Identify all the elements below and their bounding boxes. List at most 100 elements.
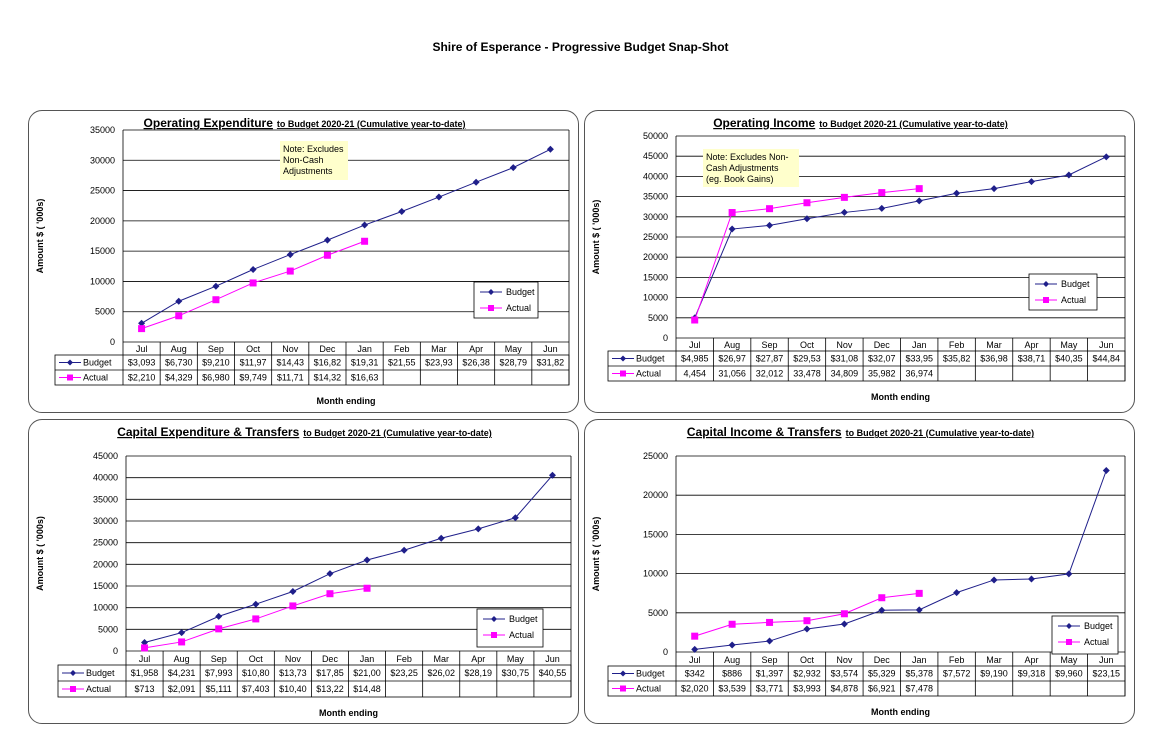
table-cell: $9,749 xyxy=(239,373,267,383)
data-point-budget xyxy=(326,570,334,578)
data-point-actual xyxy=(138,325,146,333)
table-row-header: Actual xyxy=(636,369,661,379)
y-tick-label: 15000 xyxy=(93,581,118,591)
x-tick-label: Oct xyxy=(246,344,261,354)
x-tick-label: Mar xyxy=(986,655,1002,665)
y-tick-label: 15000 xyxy=(643,272,668,282)
table-cell: $26,02 xyxy=(427,668,455,678)
table-cell: $21,00 xyxy=(353,668,381,678)
x-tick-label: Jan xyxy=(912,655,927,665)
chart-svg: Operating Expenditure to Budget 2020-21 (… xyxy=(35,116,570,406)
table-key-marker xyxy=(67,374,73,381)
x-axis-label: Month ending xyxy=(319,708,378,718)
table-row-header: Actual xyxy=(83,373,108,383)
y-tick-label: 25000 xyxy=(90,186,115,196)
chart-title-suffix: to Budget 2020-21 (Cumulative year-to-da… xyxy=(277,119,466,129)
legend-marker xyxy=(488,289,494,295)
table-cell: $9,960 xyxy=(1055,669,1083,679)
legend-label: Actual xyxy=(1084,637,1109,647)
table-cell: $40,35 xyxy=(1055,354,1083,364)
chart-title-suffix: to Budget 2020-21 (Cumulative year-to-da… xyxy=(819,119,1008,129)
legend-marker xyxy=(1066,623,1072,629)
data-point-budget xyxy=(990,576,998,584)
table-cell: $35,82 xyxy=(943,354,971,364)
x-tick-label: Aug xyxy=(724,655,740,665)
data-point-budget xyxy=(990,185,998,193)
x-tick-label: Jul xyxy=(689,655,701,665)
legend-marker xyxy=(488,305,494,311)
data-point-budget xyxy=(286,251,294,259)
table-cell: $19,31 xyxy=(351,358,379,368)
data-point-budget xyxy=(1065,171,1073,179)
chart-title-main: Capital Income & Transfers xyxy=(687,425,842,439)
y-tick-label: 5000 xyxy=(95,307,115,317)
table-cell: $713 xyxy=(135,684,155,694)
table-cell: $29,53 xyxy=(793,354,821,364)
chart-title-main: Capital Expenditure & Transfers xyxy=(117,425,299,439)
y-tick-label: 10000 xyxy=(643,569,668,579)
table-cell: $4,231 xyxy=(168,668,196,678)
y-axis-label: Amount $ ( '000s) xyxy=(591,517,601,592)
data-point-budget xyxy=(840,620,848,628)
chart-panel-capital-income: Capital Income & Transfers to Budget 2020… xyxy=(584,419,1135,724)
table-key-marker xyxy=(620,685,626,692)
table-cell: $13,73 xyxy=(279,668,307,678)
data-point-budget xyxy=(472,178,480,186)
data-point-budget xyxy=(1065,570,1073,578)
table-cell: 33,478 xyxy=(793,369,821,379)
data-point-actual xyxy=(915,185,923,193)
table-cell: $28,79 xyxy=(499,358,527,368)
legend-marker xyxy=(491,616,497,622)
x-tick-label: Dec xyxy=(319,344,336,354)
y-tick-label: 50000 xyxy=(643,131,668,141)
x-axis-label: Month ending xyxy=(317,396,376,406)
table-cell: 34,809 xyxy=(831,369,859,379)
data-point-budget xyxy=(728,225,736,233)
y-tick-label: 25000 xyxy=(93,538,118,548)
chart-title-suffix: to Budget 2020-21 (Cumulative year-to-da… xyxy=(303,428,492,438)
data-point-budget xyxy=(1102,467,1110,475)
data-point-actual xyxy=(363,584,371,592)
data-point-budget xyxy=(212,282,220,290)
x-tick-label: Mar xyxy=(431,344,447,354)
data-point-actual xyxy=(878,189,886,197)
table-cell: $7,572 xyxy=(943,669,971,679)
data-point-budget xyxy=(398,207,406,215)
data-point-actual xyxy=(915,589,923,597)
x-tick-label: Apr xyxy=(471,654,485,664)
y-tick-label: 35000 xyxy=(93,494,118,504)
table-cell: $11,71 xyxy=(277,373,304,383)
chart-title: Operating Income to Budget 2020-21 (Cumul… xyxy=(713,116,1008,130)
data-point-actual xyxy=(215,625,223,633)
table-row-header: Budget xyxy=(636,354,665,364)
x-tick-label: Jul xyxy=(689,340,701,350)
table-key-marker xyxy=(70,686,76,692)
data-point-budget xyxy=(474,525,482,533)
series-line-budget xyxy=(141,148,551,324)
x-axis-label: Month ending xyxy=(871,392,930,402)
series-line-budget xyxy=(144,474,553,643)
y-tick-label: 10000 xyxy=(643,293,668,303)
data-point-actual xyxy=(840,610,848,618)
data-point-actual xyxy=(249,279,257,287)
x-tick-label: Apr xyxy=(1024,655,1038,665)
y-tick-label: 0 xyxy=(663,333,668,343)
x-tick-label: Aug xyxy=(171,344,187,354)
x-tick-label: Jun xyxy=(1099,655,1114,665)
chart-panel-capital-expenditure: Capital Expenditure & Transfers to Budget… xyxy=(28,419,579,724)
note-box xyxy=(703,149,799,187)
chart-title-main: Operating Expenditure xyxy=(144,116,274,130)
table-cell: 36,974 xyxy=(905,369,933,379)
data-point-budget xyxy=(141,639,149,647)
x-tick-label: Oct xyxy=(249,654,264,664)
legend-label: Actual xyxy=(1061,295,1086,305)
y-tick-label: 5000 xyxy=(648,608,668,618)
data-point-actual xyxy=(212,296,220,304)
legend-label: Budget xyxy=(1084,621,1113,631)
y-tick-label: 10000 xyxy=(93,603,118,613)
table-cell: $5,378 xyxy=(905,669,933,679)
data-point-budget xyxy=(953,589,961,597)
data-point-budget xyxy=(548,471,556,479)
data-point-budget xyxy=(175,297,183,305)
table-row-header: Budget xyxy=(83,358,112,368)
